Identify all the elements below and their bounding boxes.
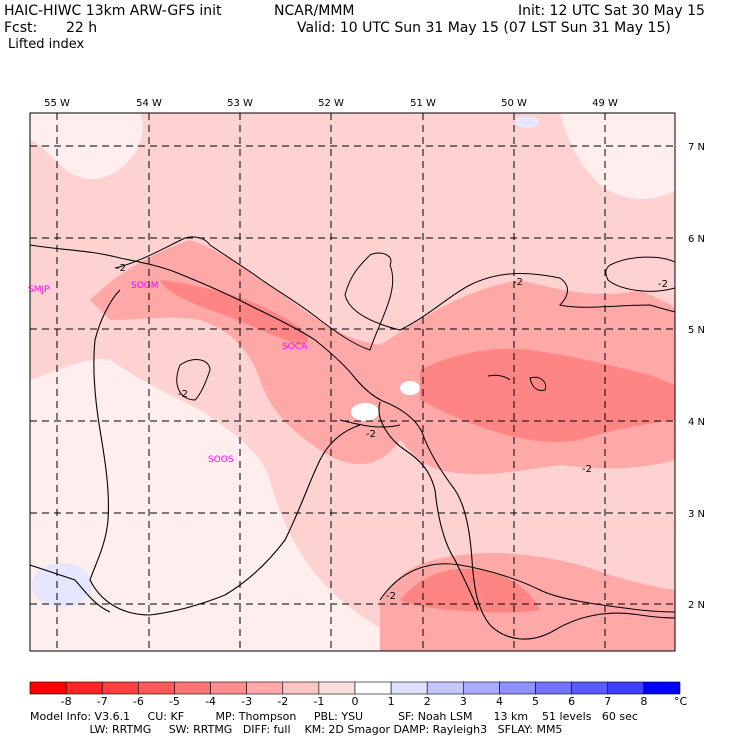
contour-value-label: -2 — [658, 279, 668, 290]
forecast-hours: 22 h — [66, 20, 98, 36]
shade-white-spot-2 — [400, 381, 420, 395]
colorbar-unit: °C — [674, 695, 688, 708]
forecast-label: Fcst: — [4, 20, 38, 36]
model-info-line1: Model Info: V3.6.1 CU: KF MP: Thompson P… — [30, 710, 638, 723]
station-label: SMJP — [28, 285, 50, 295]
shade-white-spot-1 — [351, 403, 379, 421]
shade-neutral-nw — [30, 113, 143, 180]
coastline — [30, 244, 675, 640]
lon-label: 51 W — [410, 98, 436, 109]
shade-positive — [32, 563, 92, 607]
shading-layer — [30, 113, 675, 651]
border-suriname-guiana — [378, 401, 479, 611]
valid-time: Valid: 10 UTC Sun 31 May 15 (07 LST Sun … — [297, 20, 671, 36]
colorbar-tick-label: 0 — [352, 695, 359, 708]
colorbar-swatch — [571, 681, 609, 695]
colorbar-tick-label: -7 — [97, 695, 108, 708]
lon-label: 54 W — [136, 98, 162, 109]
contour-minus2-east — [605, 256, 675, 292]
colorbar-swatch — [535, 681, 572, 695]
colorbar-tick-label: -2 — [277, 695, 288, 708]
colorbar-tick-label: 5 — [532, 695, 539, 708]
map-frame — [29, 112, 676, 652]
colorbar-swatch — [354, 681, 392, 695]
contour-labels: -2 -2 -2 -2 -2 -2 -2 — [116, 263, 668, 602]
station-labels: SMJP SOGM SOCA SOOS — [28, 281, 308, 465]
colorbar-tick-label: -6 — [133, 695, 144, 708]
contour-value-label: -2 — [116, 263, 126, 274]
colorbar-tick-label: 2 — [424, 695, 431, 708]
contour-minus2-west — [176, 359, 211, 401]
lat-label: 6 N — [688, 234, 705, 245]
shade-dark-core — [420, 348, 675, 442]
contour-minus2-main — [114, 236, 675, 351]
org-label: NCAR/MMM — [274, 3, 355, 19]
lon-label: 49 W — [592, 98, 618, 109]
colorbar-swatch — [138, 681, 175, 695]
lon-label: 52 W — [318, 98, 344, 109]
lat-label: 2 N — [688, 600, 705, 611]
contour-value-label: -2 — [366, 429, 376, 440]
latlon-grid — [30, 113, 675, 651]
colorbar-tick-label: -4 — [205, 695, 216, 708]
contour-value-label: -2 — [513, 277, 523, 288]
station-label: SOOS — [208, 455, 234, 465]
colorbar: -8 -7 -6 -5 -4 -3 -2 -1 0 1 2 3 4 5 6 7 8 — [29, 681, 681, 708]
contour-value-label: -2 — [582, 464, 592, 475]
colorbar-swatch — [426, 681, 464, 695]
colorbar-swatch — [101, 681, 139, 695]
contour-minus2-dark2 — [487, 374, 511, 381]
colorbar-tick-label: -8 — [61, 695, 72, 708]
lon-tick-labels: 55 W 54 W 53 W 52 W 51 W 50 W 49 W — [44, 98, 618, 109]
colorbar-swatch — [246, 681, 284, 695]
init-time: Init: 12 UTC Sat 30 May 15 — [518, 3, 705, 19]
lon-label: 55 W — [44, 98, 70, 109]
contour-minus2-south — [379, 563, 675, 613]
lat-label: 7 N — [688, 142, 705, 153]
station-label: SOCA — [282, 342, 308, 352]
colorbar-swatch — [390, 681, 428, 695]
colorbar-tick-label: 7 — [604, 695, 611, 708]
colorbar-swatch — [210, 681, 247, 695]
lon-label: 53 W — [227, 98, 253, 109]
colorbar-swatch — [282, 681, 320, 695]
lon-label: 50 W — [501, 98, 527, 109]
station-label: SOGM — [131, 281, 159, 291]
contour-value-label: -2 — [386, 591, 396, 602]
colorbar-swatch — [29, 681, 67, 695]
colorbar-tick-label: -1 — [313, 695, 324, 708]
coastline-layer — [30, 244, 675, 640]
border-guyana-suriname — [89, 289, 361, 616]
shade-neutral-ne — [560, 113, 675, 200]
colorbar-tick-label: -5 — [169, 695, 180, 708]
colorbar-tick-label: 3 — [460, 695, 467, 708]
lat-label: 5 N — [688, 325, 705, 336]
colorbar-swatch — [463, 681, 500, 695]
model-info-line2: LW: RRTMG SW: RRTMG DIFF: full KM: 2D Sm… — [30, 723, 563, 736]
lat-tick-labels: 7 N 6 N 5 N 4 N 3 N 2 N — [688, 142, 705, 611]
colorbar-swatch — [174, 681, 211, 695]
colorbar-tick-label: -3 — [241, 695, 252, 708]
colorbar-tick-label: 1 — [388, 695, 395, 708]
colorbar-swatch — [643, 681, 681, 695]
colorbar-tick-label: 6 — [568, 695, 575, 708]
shade-positive-small — [515, 116, 539, 128]
colorbar-swatch — [318, 681, 356, 695]
field-name: Lifted index — [8, 37, 85, 52]
colorbar-swatch — [499, 681, 536, 695]
lat-label: 3 N — [688, 509, 705, 520]
contour-layer — [114, 236, 675, 613]
lat-label: 4 N — [688, 417, 705, 428]
model-title: HAIC-HIWC 13km ARW-GFS init — [4, 3, 222, 19]
colorbar-swatch — [65, 681, 103, 695]
contour-value-label: -2 — [178, 389, 188, 400]
contour-minus2-dark — [529, 376, 547, 391]
border-southwest — [30, 564, 111, 613]
colorbar-swatch — [607, 681, 645, 695]
colorbar-tick-label: 8 — [640, 695, 647, 708]
colorbar-tick-label: 4 — [496, 695, 503, 708]
